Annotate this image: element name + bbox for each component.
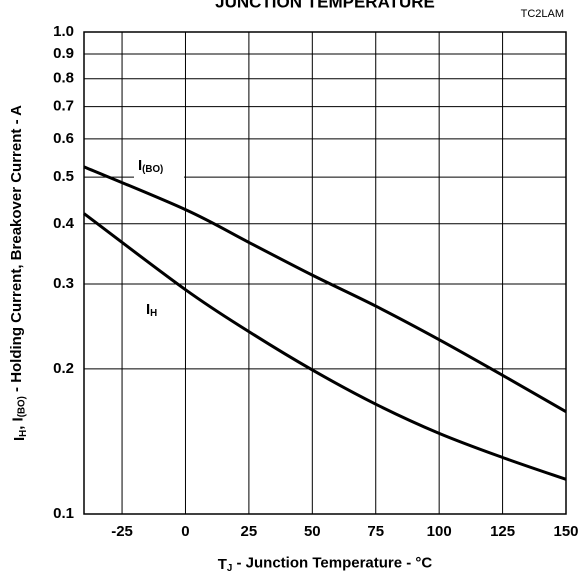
y-axis-label-part: - Holding Current, Breakover Current - A xyxy=(8,105,25,396)
label-background xyxy=(134,152,184,178)
x-tick-label: -25 xyxy=(111,523,133,540)
series-label-part: I xyxy=(146,301,150,318)
annotation: TC2LAM xyxy=(521,8,564,20)
x-tick-label: 125 xyxy=(490,523,515,540)
y-tick-label: 0.3 xyxy=(53,275,74,292)
y-axis-label-part: , I xyxy=(9,417,26,430)
x-axis-label-part: - Junction Temperature - °C xyxy=(232,554,432,571)
series-label: IH xyxy=(146,301,157,319)
x-tick-label: 100 xyxy=(427,523,452,540)
y-tick-label: 0.4 xyxy=(53,215,75,232)
plot-frame xyxy=(83,31,567,515)
y-tick-label: 0.6 xyxy=(53,130,74,147)
x-tick-label: 0 xyxy=(181,523,189,540)
y-tick-label: 0.5 xyxy=(53,168,74,185)
x-tick-label: 150 xyxy=(553,523,578,540)
x-tick-label: 25 xyxy=(241,523,258,540)
y-tick-label: 0.1 xyxy=(53,505,74,522)
y-tick-label: 0.2 xyxy=(53,360,74,377)
y-tick-label: 0.9 xyxy=(53,45,74,62)
y-tick-label: 0.7 xyxy=(53,98,74,115)
x-axis-label-sub: J xyxy=(227,563,232,574)
x-axis-label-part: T xyxy=(218,556,227,573)
y-tick-label: 0.8 xyxy=(53,70,74,87)
series-label-sub: H xyxy=(150,308,157,319)
y-axis-label-sub: (BO) xyxy=(16,396,27,417)
series-label: I(BO) xyxy=(138,157,163,175)
series-label-sub: (BO) xyxy=(142,164,163,175)
y-axis-label-part: I xyxy=(11,437,28,441)
curve xyxy=(83,212,567,481)
chart-title: JUNCTION TEMPERATURE xyxy=(215,0,435,11)
series-label-part: I xyxy=(138,157,142,174)
x-tick-label: 75 xyxy=(367,523,384,540)
curve xyxy=(83,165,567,414)
y-axis-label: IH, I(BO) - Holding Current, Breakover C… xyxy=(8,105,29,441)
x-axis-label: TJ - Junction Temperature - °C xyxy=(218,554,433,573)
y-tick-label: 1.0 xyxy=(53,23,74,40)
y-axis-label-sub: H xyxy=(18,430,29,437)
x-tick-label: 50 xyxy=(304,523,321,540)
